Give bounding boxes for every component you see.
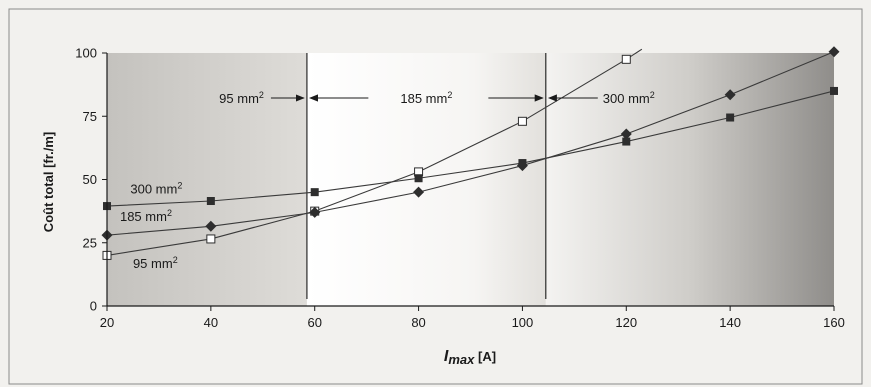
x-tick-label: 120: [615, 315, 637, 330]
data-point-3-3: [310, 188, 319, 197]
x-tick-label: 140: [719, 315, 741, 330]
x-axis-title: Imax [A]: [444, 348, 496, 367]
series-line-2: [106, 51, 835, 236]
axes: 0 25 50 75 100 20 40 60 80 100 120 140 160: [75, 46, 845, 331]
region-label-3: 300 mm2: [603, 90, 655, 106]
data-point-1-5: [517, 116, 527, 126]
plot-background: [107, 53, 834, 306]
series-line-3: [106, 90, 835, 207]
y-axis-title: Coût total [fr./m]: [41, 132, 56, 232]
x-tick-label: 60: [307, 315, 321, 330]
data-point-2-4: [413, 186, 425, 198]
region-label-1: 95 mm2: [219, 90, 264, 106]
plot-region-1: [107, 53, 307, 306]
data-point-3-4: [414, 174, 423, 183]
data-point-2-8: [828, 46, 840, 58]
x-axis-title-main: I: [444, 348, 449, 365]
data-point-2-6: [620, 128, 632, 140]
x-tick-label: 40: [204, 315, 218, 330]
x-tick-label: 160: [823, 315, 845, 330]
y-tick-label: 50: [83, 172, 97, 187]
annotations: 95 mm2 185 mm2 300 mm2 300 mm2 185 mm2 95 mm2: [120, 90, 655, 271]
y-tick-label: 25: [83, 235, 97, 250]
data-point-2-7: [724, 89, 736, 101]
x-axis-title-unit: [A]: [474, 349, 496, 364]
y-tick-label: 0: [90, 299, 97, 314]
x-tick-label: 20: [100, 315, 114, 330]
x-tick-label: 100: [512, 315, 534, 330]
data-point-3-2: [206, 197, 215, 206]
data-point-1-6: [621, 54, 631, 64]
data-point-2-3: [309, 206, 321, 218]
x-axis-title-sub: max: [448, 352, 475, 367]
data-point-3-8: [830, 86, 838, 95]
series-label-185: 185 mm2: [120, 208, 172, 224]
region-label-2: 185 mm2: [400, 90, 452, 106]
data-point-3-5: [518, 159, 527, 168]
region-boundaries: [306, 53, 547, 299]
plot-region-3: [545, 53, 834, 306]
series-label-300: 300 mm2: [130, 180, 182, 196]
x-tick-label: 80: [411, 315, 425, 330]
y-tick-label: 100: [75, 46, 97, 61]
series-label-95: 95 mm2: [133, 255, 178, 271]
data-point-3-6: [622, 137, 631, 146]
data-point-2-2: [205, 220, 217, 232]
data-point-1-2: [206, 234, 216, 244]
plot-region-2: [306, 53, 546, 306]
data-point-3-7: [726, 113, 735, 122]
y-tick-label: 75: [83, 109, 97, 124]
